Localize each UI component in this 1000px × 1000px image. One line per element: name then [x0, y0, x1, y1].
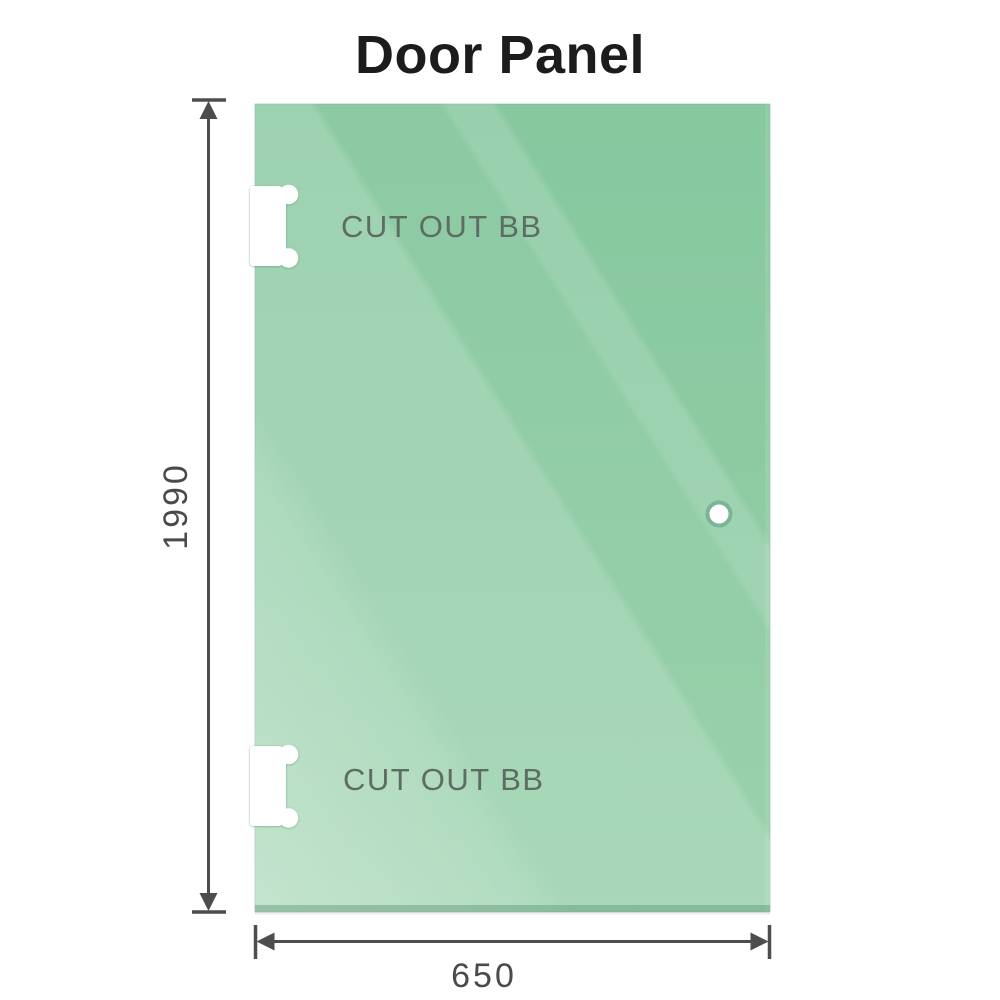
height-arrow-up-icon	[199, 101, 218, 119]
hinge-cutout-top	[250, 184, 299, 268]
height-dimension-value: 1990	[157, 462, 195, 550]
glass-panel: CUT OUT BB CUT OUT BB	[250, 103, 771, 915]
glass-reflection-overlay	[255, 104, 770, 912]
hinge-cutout-bottom	[250, 744, 299, 828]
height-dimension	[192, 98, 226, 914]
width-arrow-left-icon	[256, 932, 275, 951]
glass-bottom-edge	[255, 905, 770, 912]
cutout-bottom-label: CUT OUT BB	[343, 762, 545, 797]
glass-bottom-shadow	[255, 912, 770, 915]
width-dimension	[253, 925, 772, 959]
handle-hole	[705, 500, 733, 528]
glass-right-edge-highlight	[765, 104, 770, 912]
height-arrow-down-icon	[199, 893, 218, 911]
width-dimension-value: 650	[451, 957, 517, 995]
page-title: Door Panel	[354, 25, 646, 85]
width-arrow-right-icon	[750, 932, 769, 951]
cutout-top-label: CUT OUT BB	[341, 209, 543, 244]
